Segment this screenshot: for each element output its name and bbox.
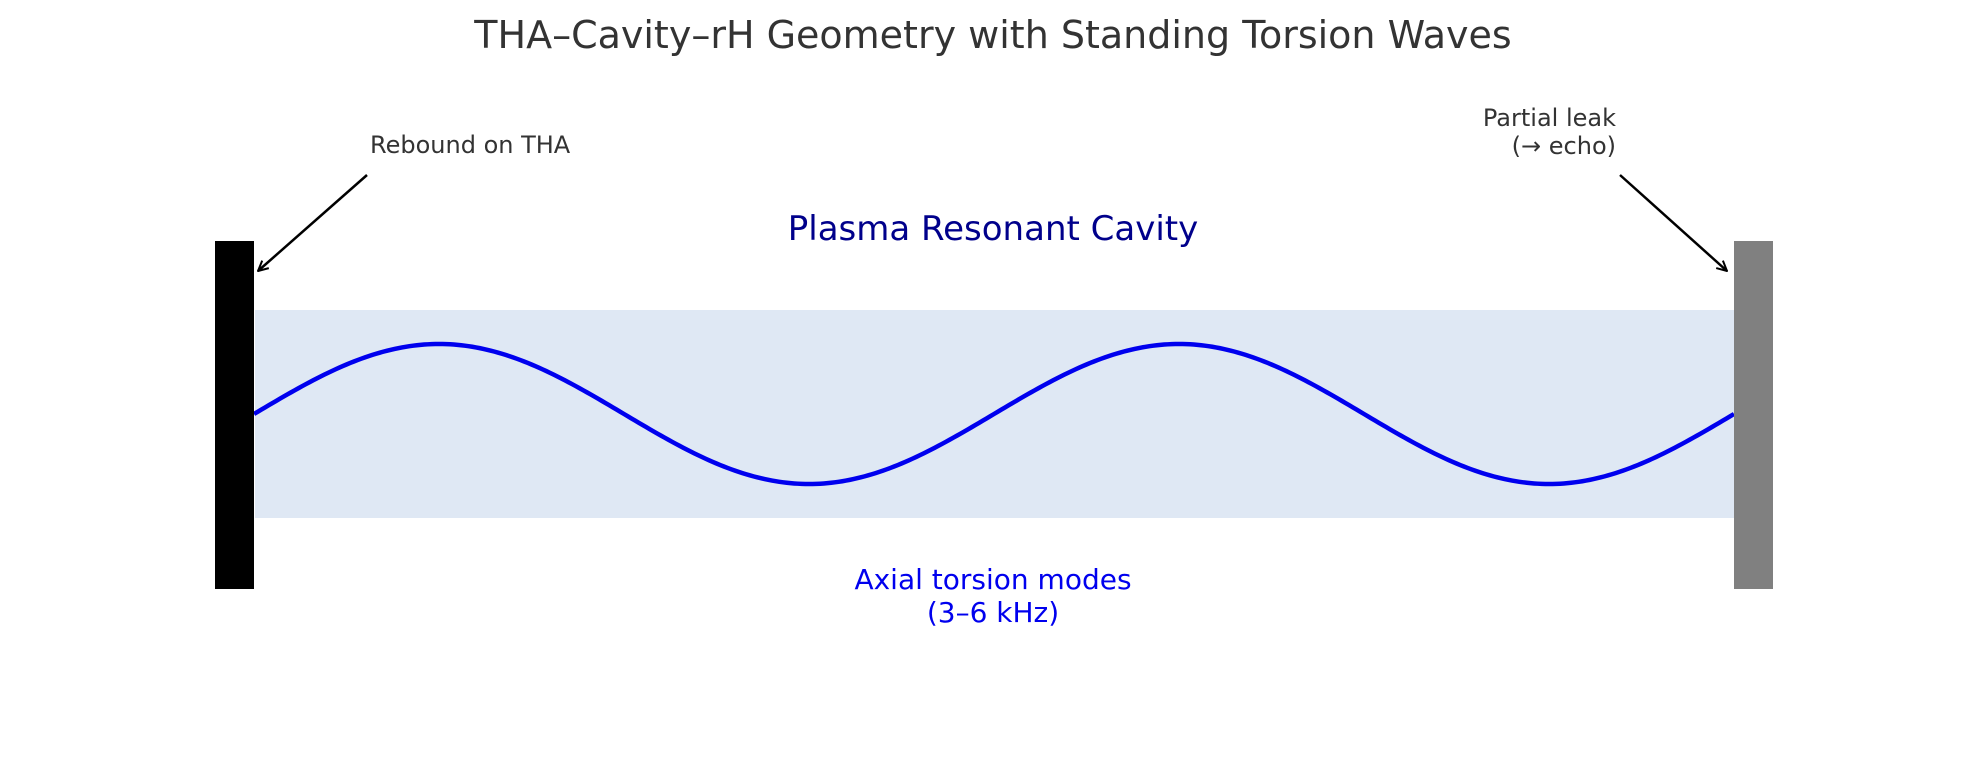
right-annotation-line1: Partial leak bbox=[1483, 104, 1616, 132]
left-annotation-label: Rebound on THA bbox=[370, 131, 571, 159]
diagram-title: THA–Cavity–rH Geometry with Standing Tor… bbox=[473, 13, 1511, 57]
right-annotation-arrow bbox=[1619, 174, 1727, 271]
cavity-label: Plasma Resonant Cavity bbox=[788, 209, 1198, 249]
rh-wall bbox=[1734, 241, 1773, 589]
right-annotation-line2: (→ echo) bbox=[1512, 132, 1616, 160]
modes-label-line2: (3–6 kHz) bbox=[927, 596, 1059, 629]
tha-wall bbox=[215, 241, 254, 589]
left-annotation-arrow bbox=[258, 174, 368, 271]
standing-wave bbox=[252, 341, 1736, 487]
modes-label-line1: Axial torsion modes bbox=[854, 563, 1131, 596]
